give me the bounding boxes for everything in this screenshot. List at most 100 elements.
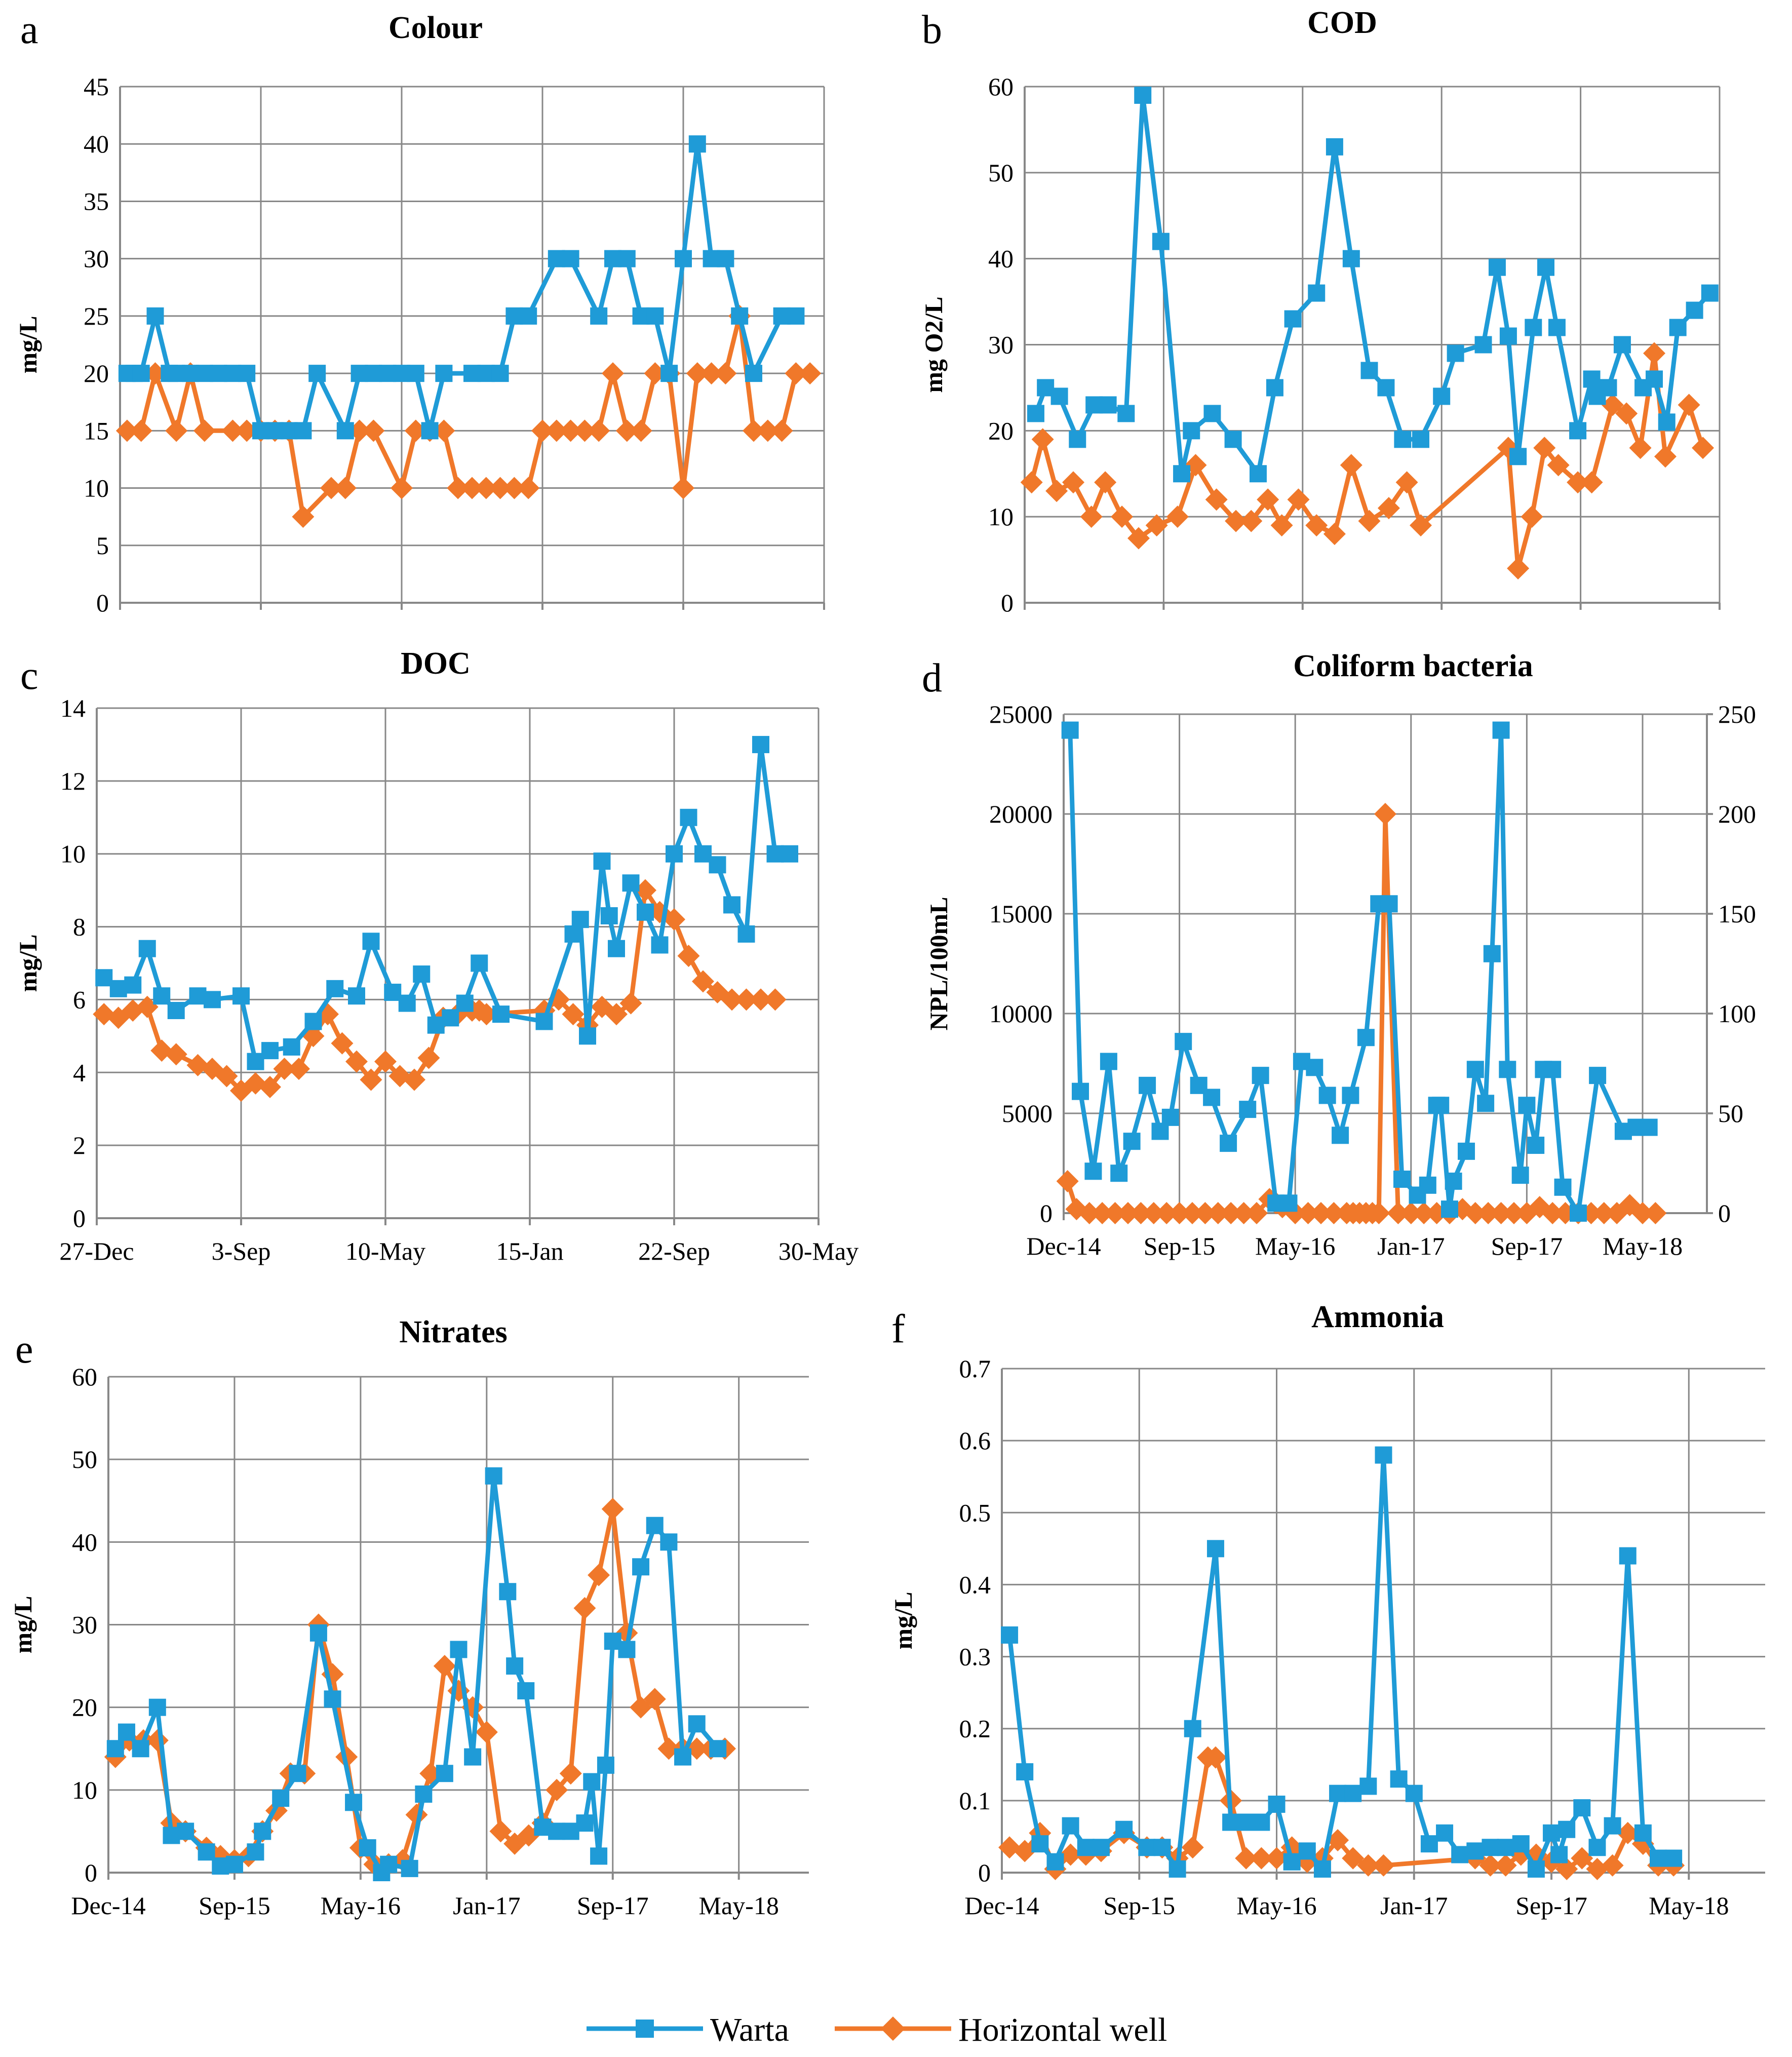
legend-item-horizontal-well: Horizontal well bbox=[835, 2011, 1167, 2048]
data-point-horizontal-well bbox=[1507, 557, 1530, 580]
data-point-horizontal-well bbox=[1322, 1202, 1345, 1224]
data-point-horizontal-well bbox=[259, 1076, 281, 1099]
data-point-warta bbox=[407, 365, 424, 382]
data-point-warta bbox=[1509, 448, 1527, 465]
y-axis-label: mg/L bbox=[14, 935, 42, 992]
data-point-warta bbox=[1332, 1127, 1349, 1144]
data-point-horizontal-well bbox=[1644, 1202, 1667, 1224]
data-point-warta bbox=[680, 808, 697, 826]
data-point-warta bbox=[1377, 379, 1395, 397]
series-warta bbox=[1061, 721, 1658, 1222]
data-point-warta bbox=[1619, 1547, 1637, 1565]
data-point-warta bbox=[1016, 1763, 1034, 1780]
y-tick-label: 6 bbox=[73, 985, 86, 1014]
data-point-warta bbox=[1203, 1089, 1221, 1106]
x-tick-label: 15-Jan bbox=[496, 1237, 563, 1265]
data-point-horizontal-well bbox=[1235, 1847, 1258, 1870]
data-point-warta bbox=[520, 307, 537, 325]
data-point-warta bbox=[146, 307, 164, 325]
data-point-horizontal-well bbox=[1413, 1202, 1435, 1224]
data-point-horizontal-well bbox=[165, 419, 188, 442]
data-point-warta bbox=[1203, 405, 1221, 422]
series-horizontal-well bbox=[93, 879, 787, 1102]
data-point-warta bbox=[492, 1005, 510, 1023]
data-point-horizontal-well bbox=[1541, 1202, 1564, 1224]
data-point-warta bbox=[1550, 1846, 1568, 1864]
y-tick-label: 40 bbox=[988, 245, 1014, 273]
y-tick-label: 10 bbox=[72, 1776, 97, 1804]
data-point-warta bbox=[1237, 1813, 1255, 1831]
data-point-warta bbox=[177, 1822, 194, 1840]
y-tick-label: 50 bbox=[988, 159, 1014, 187]
chart-b: b COD 0 10 20 30 40 50 60 mg O2/L bbox=[919, 6, 1721, 617]
y-tick-label: 0 bbox=[73, 1204, 86, 1232]
data-point-warta bbox=[651, 936, 669, 954]
data-point-warta bbox=[283, 1038, 300, 1056]
data-point-warta bbox=[1646, 370, 1663, 388]
data-point-horizontal-well bbox=[292, 506, 315, 528]
data-point-horizontal-well bbox=[619, 992, 642, 1015]
data-point-horizontal-well bbox=[1327, 1829, 1349, 1852]
x-tick-label: May-18 bbox=[1603, 1232, 1683, 1260]
data-point-horizontal-well bbox=[1270, 514, 1293, 537]
data-point-horizontal-well bbox=[1045, 480, 1068, 502]
data-point-horizontal-well bbox=[1547, 454, 1570, 477]
data-point-horizontal-well bbox=[1629, 437, 1652, 459]
x-tick-label: Sep-17 bbox=[1491, 1232, 1563, 1260]
y-tick-label: 0.3 bbox=[959, 1643, 991, 1671]
y2-tick-label: 150 bbox=[1718, 900, 1756, 928]
x-tick-label: Sep-15 bbox=[199, 1891, 270, 1920]
y-tick-label: 20 bbox=[84, 359, 109, 387]
data-point-warta bbox=[597, 1756, 614, 1774]
data-point-horizontal-well bbox=[1232, 1202, 1255, 1224]
panel-letter: e bbox=[15, 1327, 33, 1372]
series-horizontal-well bbox=[1020, 342, 1715, 580]
data-point-warta bbox=[1222, 1813, 1240, 1831]
chart-a: a Colour 0 5 10 15 20 25 30 35 40 45 mg/L bbox=[14, 8, 825, 617]
data-point-warta bbox=[1342, 250, 1360, 267]
data-point-warta bbox=[675, 250, 692, 267]
data-point-horizontal-well bbox=[345, 1050, 368, 1073]
data-point-warta bbox=[324, 1690, 341, 1708]
data-point-horizontal-well bbox=[1117, 1202, 1139, 1224]
data-point-warta bbox=[1342, 1086, 1359, 1104]
data-point-horizontal-well bbox=[1204, 1746, 1227, 1769]
y-tick-label: 12 bbox=[60, 767, 86, 795]
data-point-horizontal-well bbox=[1220, 1202, 1242, 1224]
data-point-horizontal-well bbox=[1503, 1202, 1525, 1224]
x-tick-label: 27-Dec bbox=[59, 1237, 134, 1265]
data-point-horizontal-well bbox=[331, 1032, 354, 1055]
y-axis-label: mg O2/L bbox=[919, 296, 948, 393]
data-point-horizontal-well bbox=[799, 362, 822, 385]
data-point-warta bbox=[1573, 1799, 1591, 1817]
x-tick-label: May-16 bbox=[1255, 1232, 1335, 1260]
data-point-warta bbox=[118, 1723, 135, 1741]
y-tick-label: 14 bbox=[60, 694, 86, 722]
data-point-warta bbox=[132, 1740, 149, 1758]
data-point-horizontal-well bbox=[447, 477, 470, 499]
data-point-horizontal-well bbox=[735, 988, 758, 1011]
data-point-warta bbox=[1224, 431, 1242, 448]
data-point-horizontal-well bbox=[1464, 1202, 1487, 1224]
x-tick-label: Dec-14 bbox=[1026, 1232, 1101, 1260]
data-point-warta bbox=[1686, 301, 1703, 319]
y-tick-label: 0.7 bbox=[959, 1354, 991, 1383]
data-point-warta bbox=[1253, 1813, 1270, 1831]
data-point-horizontal-well bbox=[1586, 1857, 1609, 1880]
data-point-warta bbox=[579, 1027, 596, 1045]
data-point-horizontal-well bbox=[1410, 514, 1432, 537]
data-point-warta bbox=[1511, 1167, 1529, 1184]
y-tick-label: 60 bbox=[988, 72, 1014, 101]
data-point-horizontal-well bbox=[1257, 488, 1279, 511]
y-axis-label: mg/L bbox=[9, 1596, 37, 1654]
y-tick-label: 4 bbox=[73, 1058, 86, 1086]
data-point-warta bbox=[1466, 1061, 1484, 1078]
y2-tick-label: 200 bbox=[1718, 800, 1756, 828]
data-point-horizontal-well bbox=[1194, 1202, 1217, 1224]
data-point-horizontal-well bbox=[1372, 1854, 1395, 1877]
data-point-warta bbox=[138, 940, 156, 957]
data-point-warta bbox=[674, 1748, 692, 1766]
data-point-warta bbox=[1432, 1097, 1450, 1114]
data-point-horizontal-well bbox=[1615, 402, 1638, 425]
x-tick-label: Jan-17 bbox=[1377, 1232, 1445, 1260]
